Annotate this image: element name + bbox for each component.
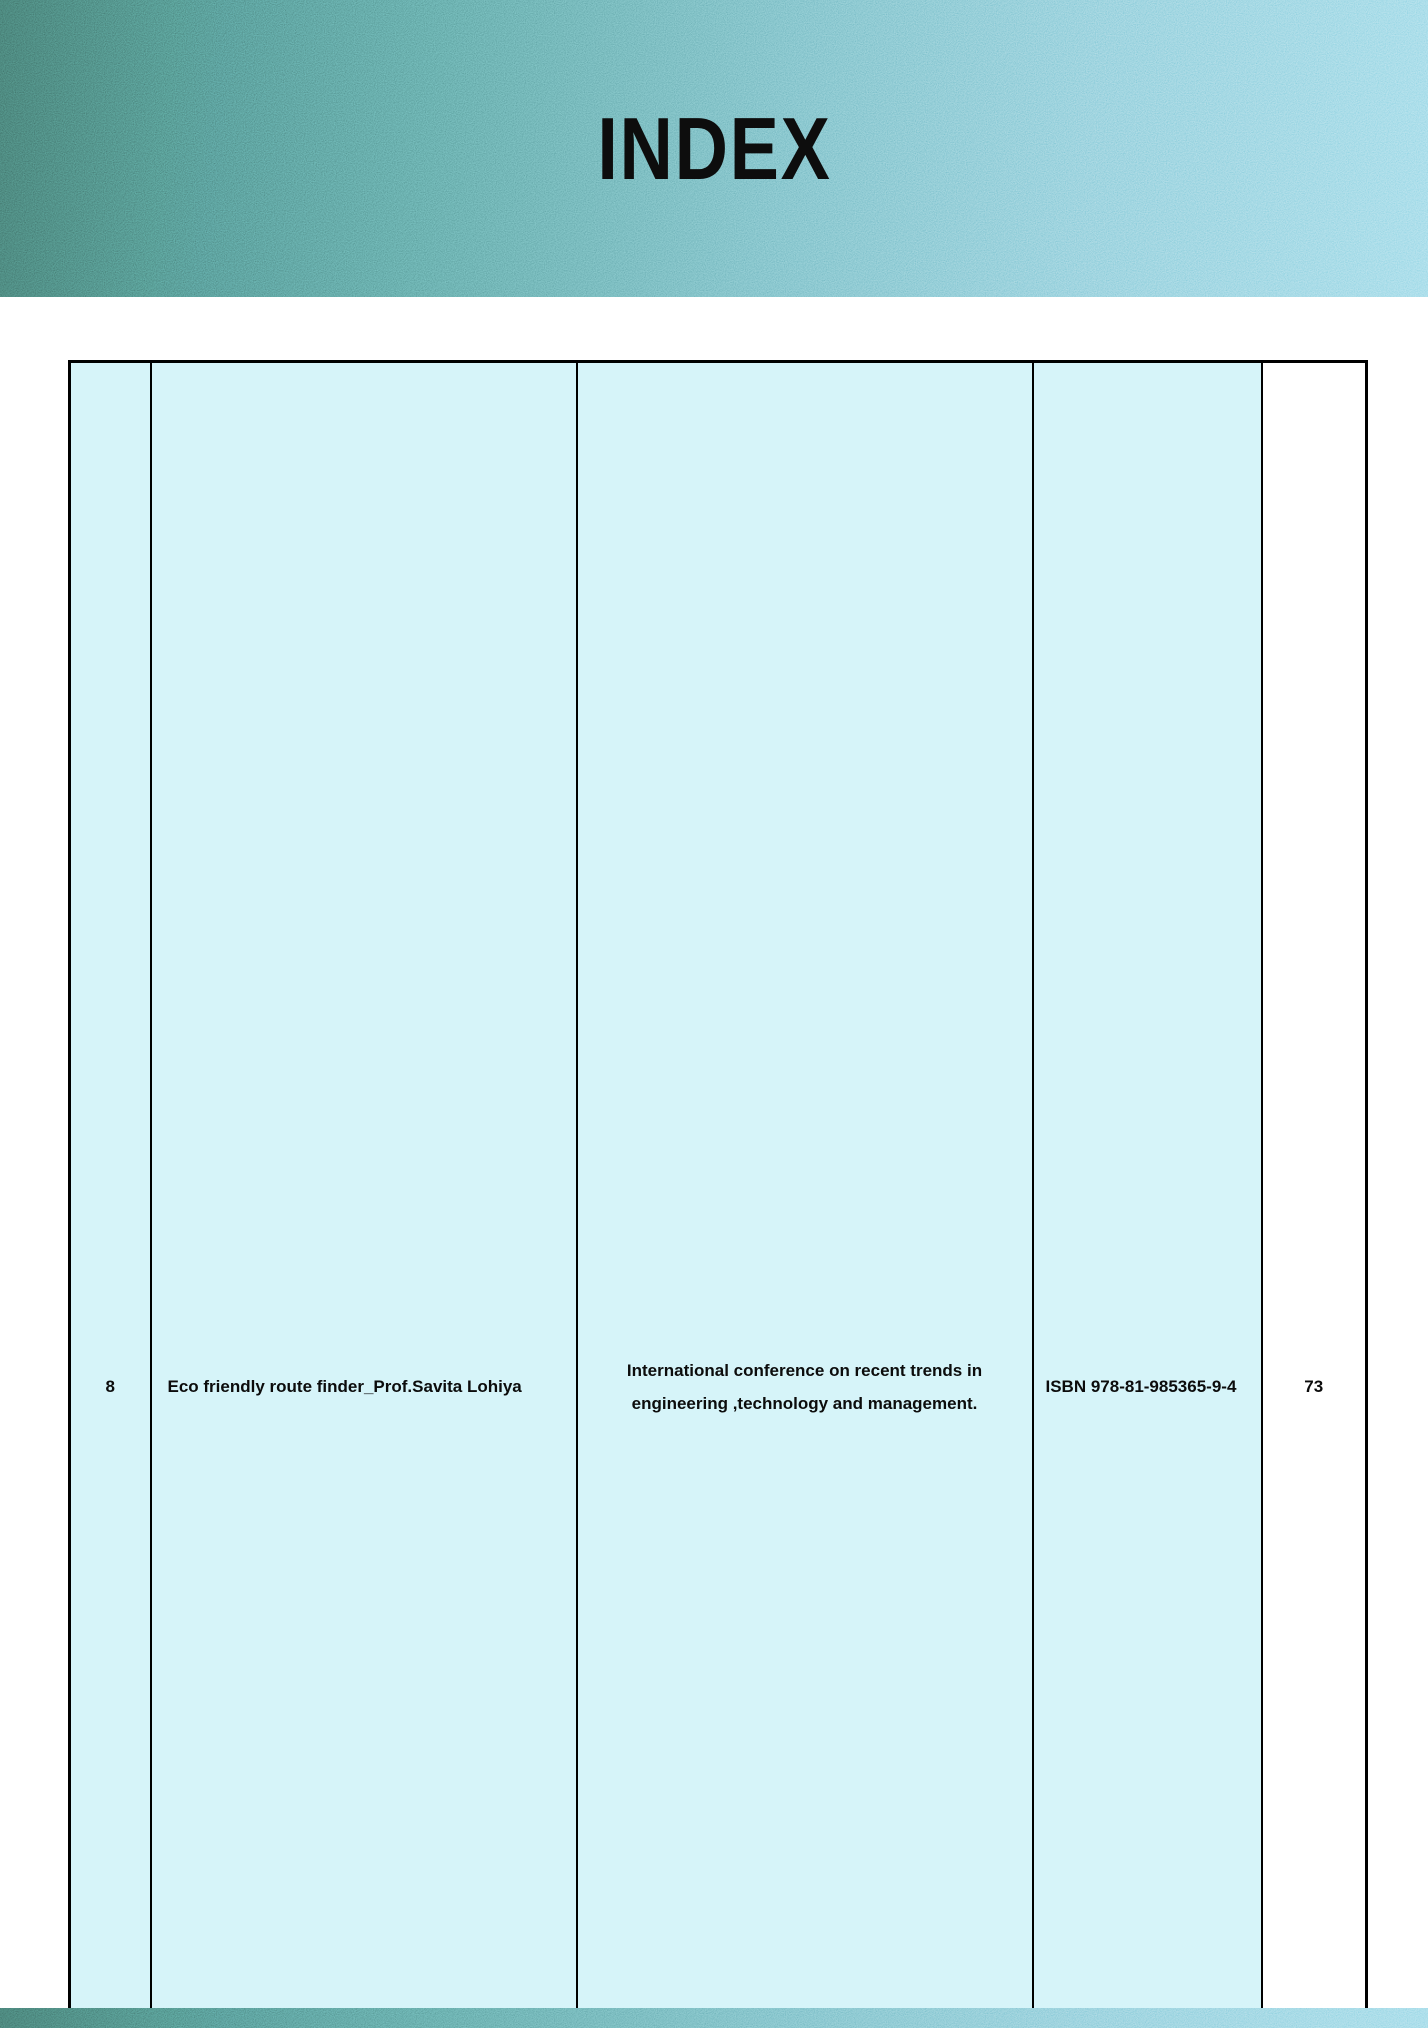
header-band: INDEX bbox=[0, 0, 1428, 297]
serial-number-cell: 8 bbox=[68, 360, 152, 2028]
table-row: 8 Eco friendly route finder_Prof.Savita … bbox=[68, 360, 1368, 2028]
page-number-cell: 73 bbox=[1260, 360, 1368, 2028]
footer-band bbox=[0, 2008, 1428, 2028]
page-title: INDEX bbox=[596, 98, 832, 198]
index-table-body: 8 Eco friendly route finder_Prof.Savita … bbox=[68, 360, 1368, 2028]
index-table: 8 Eco friendly route finder_Prof.Savita … bbox=[68, 360, 1368, 2028]
doi-cell: ISBN 978-81-985365-9-4 bbox=[1031, 360, 1263, 2028]
paper-title-cell: Eco friendly route finder_Prof.Savita Lo… bbox=[149, 360, 578, 2028]
conference-cell: International conference on recent trend… bbox=[575, 360, 1034, 2028]
grain-texture bbox=[0, 2008, 1428, 2028]
